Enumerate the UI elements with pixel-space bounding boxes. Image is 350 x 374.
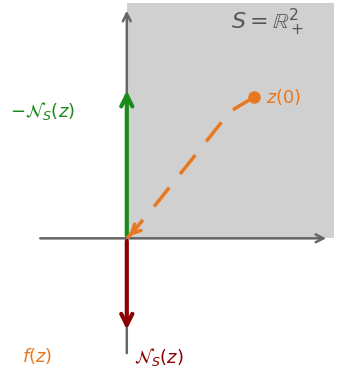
- Bar: [127, 3, 334, 238]
- Text: $-\mathcal{N}_S(z)$: $-\mathcal{N}_S(z)$: [10, 100, 75, 122]
- Text: $\mathcal{N}_S(z)$: $\mathcal{N}_S(z)$: [134, 346, 184, 368]
- Text: $S = \mathbb{R}^2_+$: $S = \mathbb{R}^2_+$: [231, 6, 304, 38]
- Text: $z(0)$: $z(0)$: [266, 87, 301, 107]
- Text: $f(z)$: $f(z)$: [22, 346, 52, 367]
